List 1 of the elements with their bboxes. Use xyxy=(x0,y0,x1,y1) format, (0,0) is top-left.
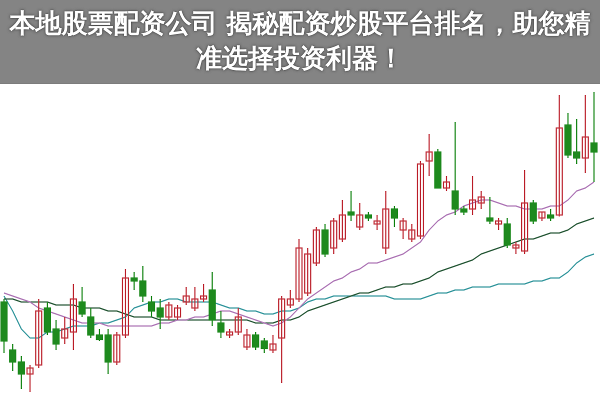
chart-title: 本地股票配资公司 揭秘配资炒股平台排名，助您精准选择投资利器！ xyxy=(8,8,592,76)
